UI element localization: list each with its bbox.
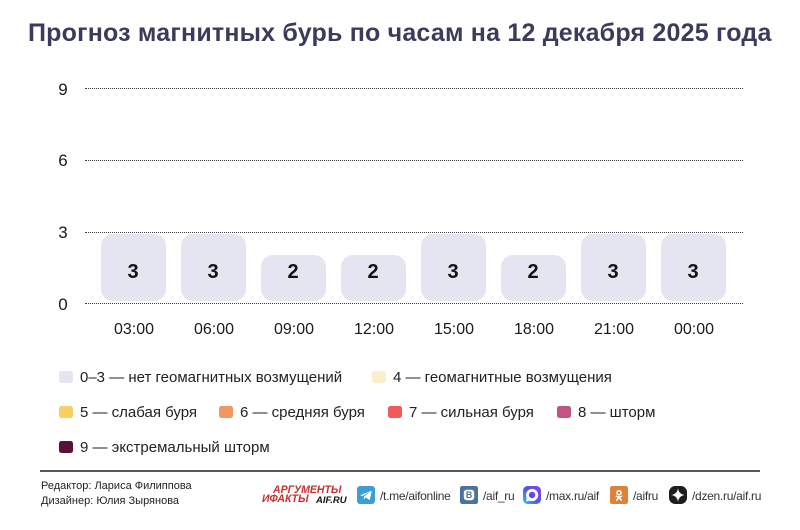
svg-text:В: В: [466, 490, 472, 500]
